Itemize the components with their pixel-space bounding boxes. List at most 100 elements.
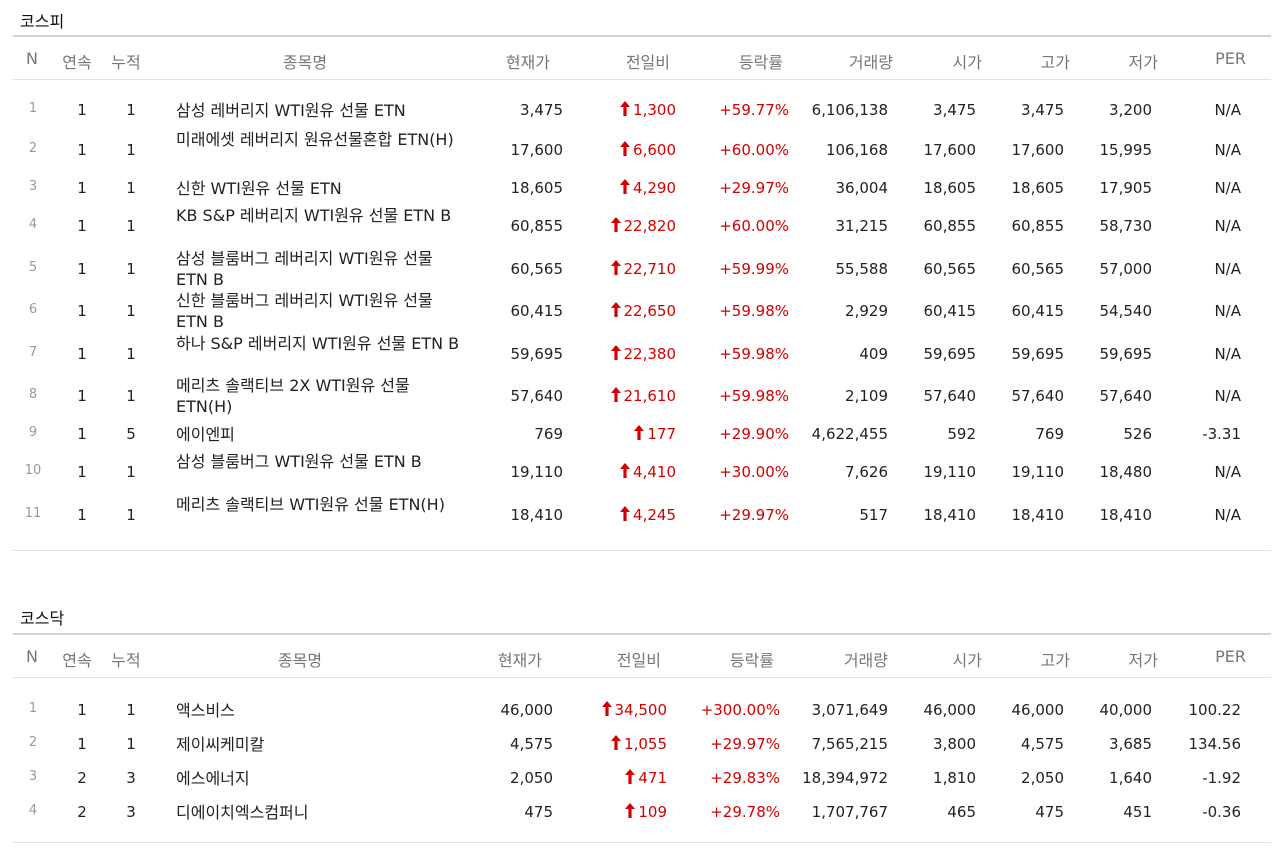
- up-arrow-icon: [625, 769, 636, 784]
- column-header-streak[interactable]: 연속: [62, 53, 92, 72]
- cell-total: 5: [126, 425, 136, 443]
- column-header-change[interactable]: 전일비: [616, 651, 661, 670]
- cell-low: 451: [1123, 803, 1152, 821]
- cell-change: 1,300: [566, 101, 676, 119]
- cell-stock-name[interactable]: 에스에너지: [176, 768, 250, 788]
- column-header-rate[interactable]: 등락률: [729, 651, 774, 670]
- cell-streak: 1: [77, 141, 87, 159]
- column-header-low[interactable]: 저가: [1128, 651, 1158, 670]
- cell-low: 17,905: [1099, 179, 1153, 197]
- change-value: 109: [638, 803, 667, 821]
- cell-total: 3: [126, 769, 136, 787]
- cell-stock-name[interactable]: 신한 WTI원유 선물 ETN: [176, 178, 342, 198]
- cell-change: 1,055: [557, 735, 667, 753]
- cell-rank: 8: [28, 387, 38, 402]
- cell-open: 18,410: [923, 506, 977, 524]
- up-arrow-icon: [610, 302, 621, 317]
- cell-rank: 4: [28, 217, 38, 232]
- cell-volume: 4,622,455: [811, 425, 888, 443]
- cell-stock-name[interactable]: 디에이치엑스컴퍼니: [176, 802, 309, 822]
- cell-stock-name[interactable]: 메리츠 솔랙티브 WTI원유 선물 ETN(H): [176, 495, 445, 514]
- cell-stock-name[interactable]: KB S&P 레버리지 WTI원유 선물 ETN B: [176, 206, 452, 225]
- cell-rank: 7: [28, 345, 38, 360]
- cell-streak: 1: [77, 701, 87, 719]
- column-header-open[interactable]: 시가: [952, 53, 982, 72]
- cell-low: 18,410: [1099, 506, 1153, 524]
- cell-change: 4,410: [566, 463, 676, 481]
- cell-per: N/A: [1214, 260, 1241, 278]
- up-arrow-icon: [610, 217, 621, 232]
- cell-rate: +59.98%: [719, 345, 789, 363]
- cell-rank: 1: [28, 701, 38, 716]
- column-header-rank[interactable]: N: [26, 49, 38, 68]
- column-header-high[interactable]: 고가: [1040, 651, 1070, 670]
- cell-total: 1: [126, 217, 136, 235]
- cell-streak: 1: [77, 506, 87, 524]
- table-divider: [13, 550, 1271, 551]
- column-header-price[interactable]: 현재가: [497, 651, 542, 670]
- column-header-total[interactable]: 누적: [111, 651, 141, 670]
- column-header-stock-name[interactable]: 종목명: [282, 53, 328, 72]
- cell-rank: 9: [28, 425, 38, 440]
- column-header-low[interactable]: 저가: [1128, 53, 1158, 72]
- cell-volume: 36,004: [835, 179, 889, 197]
- column-header-rate[interactable]: 등락률: [738, 53, 783, 72]
- cell-price: 60,855: [510, 217, 564, 235]
- cell-high: 19,110: [1011, 463, 1065, 481]
- column-header-per[interactable]: PER: [1215, 647, 1246, 666]
- cell-rate: +29.97%: [719, 506, 789, 524]
- cell-low: 57,000: [1099, 260, 1153, 278]
- column-header-streak[interactable]: 연속: [62, 651, 92, 670]
- cell-stock-name[interactable]: 신한 블룸버그 레버리지 WTI원유 선물 ETN B: [176, 291, 433, 331]
- cell-per: N/A: [1214, 506, 1241, 524]
- column-header-rank[interactable]: N: [26, 647, 38, 666]
- cell-high: 46,000: [1011, 701, 1065, 719]
- cell-rate: +59.98%: [719, 302, 789, 320]
- cell-low: 18,480: [1099, 463, 1153, 481]
- cell-stock-name[interactable]: 제이씨케미칼: [176, 734, 265, 754]
- cell-price: 60,415: [510, 302, 564, 320]
- cell-stock-name[interactable]: 삼성 레버리지 WTI원유 선물 ETN: [176, 100, 406, 120]
- cell-rate: +300.00%: [700, 701, 780, 719]
- cell-price: 60,565: [510, 260, 564, 278]
- column-header-stock-name[interactable]: 종목명: [277, 651, 323, 670]
- cell-rank: 5: [28, 260, 38, 275]
- up-arrow-icon: [610, 387, 621, 402]
- cell-stock-name[interactable]: 메리츠 솔랙티브 2X WTI원유 선물 ETN(H): [176, 376, 410, 416]
- cell-low: 526: [1123, 425, 1152, 443]
- cell-stock-name[interactable]: 미래에셋 레버리지 원유선물혼합 ETN(H): [176, 130, 454, 149]
- change-value: 21,610: [623, 387, 677, 405]
- cell-high: 60,565: [1011, 260, 1065, 278]
- cell-change: 4,245: [566, 506, 676, 524]
- column-header-per[interactable]: PER: [1215, 49, 1246, 68]
- cell-stock-name[interactable]: 에이엔피: [176, 424, 235, 444]
- column-header-high[interactable]: 고가: [1040, 53, 1070, 72]
- cell-per: N/A: [1214, 101, 1241, 119]
- cell-volume: 18,394,972: [802, 769, 888, 787]
- cell-stock-name[interactable]: 삼성 블룸버그 레버리지 WTI원유 선물 ETN B: [176, 249, 433, 289]
- cell-high: 2,050: [1021, 769, 1064, 787]
- up-arrow-icon: [620, 179, 631, 194]
- column-header-volume[interactable]: 거래량: [843, 651, 888, 670]
- column-header-price[interactable]: 현재가: [505, 53, 550, 72]
- cell-price: 18,410: [510, 506, 564, 524]
- cell-open: 19,110: [923, 463, 977, 481]
- cell-rate: +59.99%: [719, 260, 789, 278]
- cell-rank: 11: [24, 506, 42, 521]
- cell-streak: 1: [77, 101, 87, 119]
- cell-price: 46,000: [500, 701, 554, 719]
- up-arrow-icon: [625, 803, 636, 818]
- cell-streak: 1: [77, 735, 87, 753]
- column-header-change[interactable]: 전일비: [625, 53, 670, 72]
- cell-rank: 2: [28, 141, 38, 156]
- cell-volume: 6,106,138: [811, 101, 888, 119]
- cell-stock-name[interactable]: 액스비스: [176, 700, 235, 720]
- cell-per: N/A: [1214, 179, 1241, 197]
- cell-streak: 1: [77, 260, 87, 278]
- column-header-total[interactable]: 누적: [111, 53, 141, 72]
- column-header-volume[interactable]: 거래량: [848, 53, 893, 72]
- cell-stock-name[interactable]: 삼성 블룸버그 WTI원유 선물 ETN B: [176, 452, 422, 471]
- cell-total: 1: [126, 260, 136, 278]
- cell-stock-name[interactable]: 하나 S&P 레버리지 WTI원유 선물 ETN B: [176, 334, 460, 353]
- column-header-open[interactable]: 시가: [952, 651, 982, 670]
